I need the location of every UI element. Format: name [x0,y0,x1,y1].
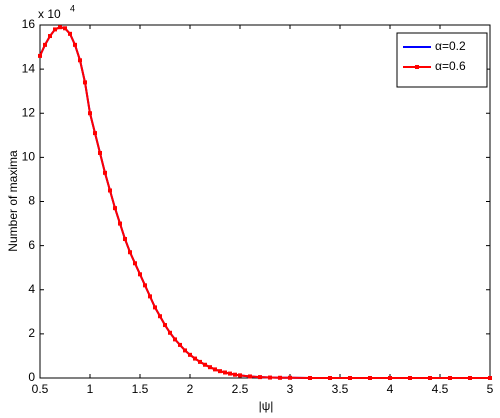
data-point [468,376,472,380]
data-point [258,375,262,380]
data-point [103,170,107,175]
data-point [118,221,122,226]
data-point [68,31,72,36]
legend-marker [415,65,419,69]
data-point [193,356,197,361]
data-point [198,359,202,364]
data-point [183,348,187,353]
data-point [108,188,112,193]
data-point [203,362,207,367]
data-point [408,376,412,380]
x-axis-label: |ψ| [259,399,274,413]
data-point [288,375,292,380]
x-tick-label: 1 [87,382,94,396]
data-point [88,111,92,116]
data-point [213,367,217,372]
data-point [248,374,252,379]
x-tick-label: 0.5 [32,382,49,396]
x-tick-label: 2 [187,382,194,396]
data-point [223,370,227,375]
data-point [38,53,42,58]
y-tick-label: 10 [22,150,36,164]
legend-label: α=0.6 [435,59,466,73]
data-point [93,131,97,136]
x-tick-label: 3 [287,382,294,396]
data-point [238,373,242,378]
x-tick-label: 4.5 [432,382,449,396]
y-tick-label: 4 [28,282,35,296]
data-point [163,323,167,328]
y-tick-label: 0 [28,370,35,384]
data-point [218,369,222,374]
y-tick-label: 6 [28,238,35,252]
x-tick-label: 4 [387,382,394,396]
data-point [153,305,157,310]
data-point [178,342,182,347]
data-point [148,294,152,299]
y-tick-label: 2 [28,326,35,340]
data-point [48,34,52,39]
data-point [348,376,352,380]
data-point [58,25,62,30]
data-point [278,375,282,380]
data-point [168,330,172,335]
data-point [53,27,57,32]
x-tick-label: 5 [487,382,494,396]
y-multiplier-exponent: 4 [70,3,75,13]
x-tick-label: 1.5 [132,382,149,396]
data-point [228,371,232,376]
data-point [83,80,87,85]
y-tick-label: 8 [28,194,35,208]
data-point [63,26,67,31]
data-point [128,250,132,255]
data-point [488,376,492,380]
data-point [233,372,237,377]
y-axis-label: Number of maxima [6,150,20,252]
data-point [308,376,312,380]
data-point [143,283,147,288]
data-point [188,352,192,357]
y-tick-label: 14 [22,61,36,75]
x-tick-label: 2.5 [232,382,249,396]
data-point [448,376,452,380]
series-line [39,26,490,379]
data-point [78,58,82,63]
data-point [123,237,127,242]
data-point [173,337,177,342]
legend-box [396,32,488,88]
y-multiplier: x 10 [38,7,61,21]
data-point [388,376,392,380]
y-tick-label: 12 [22,105,36,119]
data-point [73,42,77,47]
x-tick-label: 3.5 [332,382,349,396]
data-point [268,375,272,380]
data-point [368,376,372,380]
legend-label: α=0.2 [435,39,466,53]
data-point [428,376,432,380]
data-point [98,150,102,155]
data-point [158,314,162,319]
y-tick-label: 16 [22,17,36,31]
data-point [133,261,137,266]
data-point [113,206,117,211]
data-point [138,272,142,277]
data-point [328,376,332,380]
data-point [43,42,47,47]
data-point [208,365,212,370]
